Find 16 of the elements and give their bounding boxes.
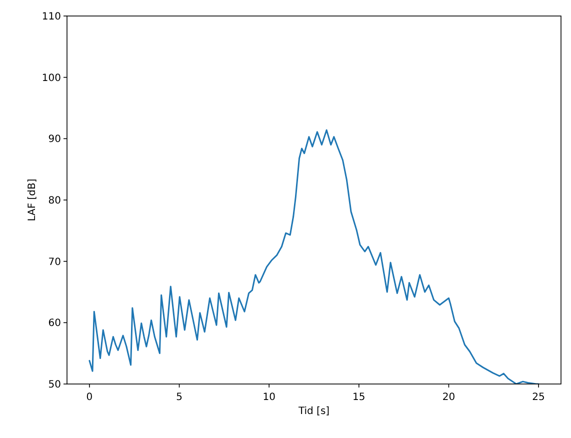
y-tick-label: 90 (48, 134, 61, 146)
y-axis-title: LAF [dB] (27, 178, 38, 222)
x-tick-label: 0 (86, 392, 93, 403)
x-tick-label: 25 (532, 392, 545, 403)
x-tick-label: 20 (442, 392, 456, 403)
y-tick-label: 50 (48, 380, 61, 390)
y-tick-label: 70 (48, 256, 61, 268)
x-tick-label: 10 (262, 392, 276, 403)
x-tick-label: 15 (352, 392, 366, 403)
y-tick-label: 110 (42, 12, 61, 22)
x-tick-label: 5 (176, 392, 182, 403)
x-axis-title: Tid [s] (297, 406, 330, 417)
line-series (88, 129, 540, 384)
y-tick-label: 100 (42, 72, 61, 84)
y-tick-label: 80 (48, 196, 61, 206)
y-tick-label: 60 (48, 318, 61, 330)
